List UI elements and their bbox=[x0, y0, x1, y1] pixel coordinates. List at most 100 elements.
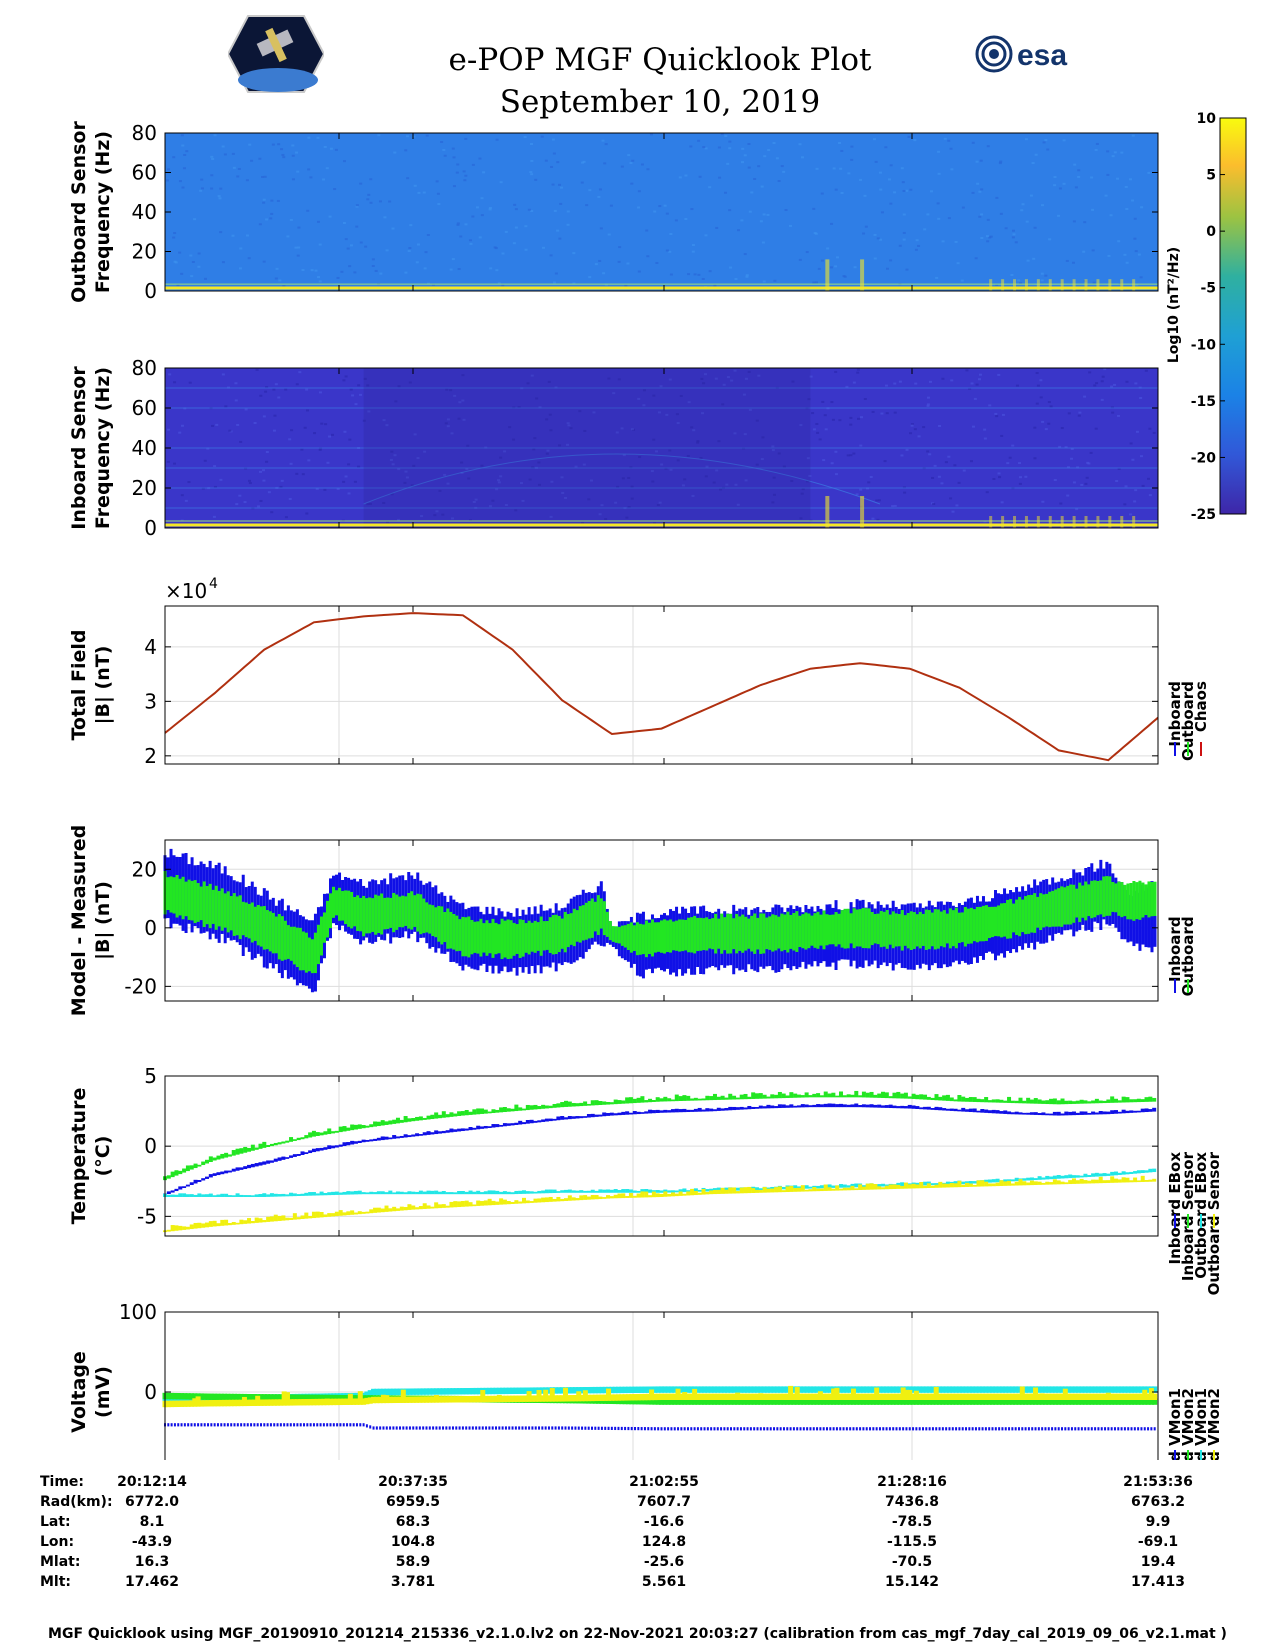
spectrogram-pixel bbox=[566, 223, 570, 226]
spectrogram-pixel bbox=[397, 468, 401, 471]
spectrogram-pixel bbox=[1131, 199, 1135, 202]
spectrogram-pixel bbox=[548, 413, 552, 416]
spectrogram-pixel bbox=[604, 143, 608, 146]
spectrogram-pixel bbox=[556, 161, 560, 164]
spectrogram-pixel bbox=[471, 215, 475, 218]
spectrogram-pixel bbox=[614, 501, 618, 504]
spectrogram-pixel bbox=[1032, 257, 1036, 260]
legend-entry-5: Inboard VMon1 bbox=[1166, 1388, 1184, 1460]
spectrogram-pixel bbox=[461, 399, 465, 402]
y-tick-label-2: 2 bbox=[144, 744, 157, 768]
spectrogram-pixel bbox=[1091, 208, 1095, 211]
spectrogram-pixel bbox=[385, 249, 389, 252]
spectrogram-pixel bbox=[826, 247, 830, 250]
spectrogram-pixel bbox=[978, 190, 982, 193]
y-tick-label-1: 0 bbox=[144, 516, 157, 540]
spectrogram-pixel bbox=[566, 443, 570, 446]
spectrogram-pixel bbox=[435, 180, 439, 183]
spectrogram-pixel bbox=[199, 189, 203, 192]
spectrogram-pixel bbox=[488, 505, 492, 508]
spectrogram-pixel bbox=[1040, 279, 1044, 282]
spectrogram-pixel bbox=[284, 388, 288, 391]
spectrogram-pixel bbox=[406, 177, 410, 180]
spectrogram-pixel bbox=[1040, 272, 1044, 275]
spectrogram-pixel bbox=[761, 241, 765, 244]
spectrogram-pixel bbox=[692, 429, 696, 432]
spectrogram-pixel bbox=[846, 454, 850, 457]
spectrogram-pixel bbox=[369, 201, 373, 204]
spectrogram-pixel bbox=[829, 266, 833, 269]
spectrogram-pixel bbox=[549, 429, 553, 432]
spectrogram-pixel bbox=[863, 398, 867, 401]
spectrogram-pixel bbox=[834, 188, 838, 191]
spectrogram-pixel bbox=[537, 461, 541, 464]
spectrogram-pixel bbox=[374, 269, 378, 272]
spectrogram-pixel bbox=[914, 382, 918, 385]
spectrogram-pixel bbox=[936, 202, 940, 205]
spectrogram-pixel bbox=[323, 145, 327, 148]
legend-entry-4: Inboard EBox bbox=[1166, 1152, 1184, 1265]
spectrogram-pixel bbox=[178, 251, 182, 254]
spectrogram-pixel bbox=[262, 479, 266, 482]
spectrogram-pixel bbox=[1039, 379, 1043, 382]
spectrogram-pixel bbox=[800, 492, 804, 495]
spectrogram-pixel bbox=[668, 378, 672, 381]
spectrogram-pixel bbox=[665, 212, 669, 215]
spectrogram-pixel bbox=[550, 165, 554, 168]
y-tick-label-4: 0 bbox=[144, 1134, 157, 1158]
spectrogram-pixel bbox=[957, 481, 961, 484]
spectrogram-pixel bbox=[277, 143, 281, 146]
spectrogram-pixel bbox=[887, 178, 891, 181]
spectrogram-pixel bbox=[346, 247, 350, 250]
spectrogram-pixel bbox=[937, 217, 941, 220]
spectrogram-pixel bbox=[1100, 398, 1104, 401]
spectrogram-pixel bbox=[410, 484, 414, 487]
spectrogram-pixel bbox=[1080, 483, 1084, 486]
spectrogram-pixel bbox=[905, 189, 909, 192]
spectrogram-pixel bbox=[530, 210, 534, 213]
spectrogram-pixel bbox=[800, 156, 804, 159]
spectral-burst-small bbox=[1072, 516, 1076, 528]
spectrogram-pixel bbox=[1084, 482, 1088, 485]
spectrogram-pixel bbox=[980, 237, 984, 240]
cassiope-logo bbox=[226, 14, 326, 94]
spectrogram-pixel bbox=[1018, 462, 1022, 465]
spectrogram-pixel bbox=[247, 257, 251, 260]
spectrogram-pixel bbox=[331, 433, 335, 436]
spectrogram-pixel bbox=[391, 463, 395, 466]
y-axis-label-line2: (°C) bbox=[92, 1136, 114, 1177]
spectrogram-pixel bbox=[799, 517, 803, 520]
colorbar-tick-label: 5 bbox=[1206, 168, 1216, 184]
spectrogram-pixel bbox=[458, 401, 462, 404]
spectrogram-pixel bbox=[736, 503, 740, 506]
spectrogram-pixel bbox=[839, 167, 843, 170]
spectrogram-pixel bbox=[750, 191, 754, 194]
spectrogram-pixel bbox=[997, 472, 1001, 475]
spectrogram-pixel bbox=[297, 246, 301, 249]
spectrogram-pixel bbox=[173, 232, 177, 235]
spectrogram-pixel bbox=[231, 152, 235, 155]
spectrogram-pixel bbox=[265, 386, 269, 389]
spectrogram-pixel bbox=[678, 176, 682, 179]
spectrogram-pixel bbox=[306, 209, 310, 212]
spectrogram-pixel bbox=[789, 224, 793, 227]
spectrogram-pixel bbox=[824, 428, 828, 431]
spectrogram-pixel bbox=[349, 244, 353, 247]
spectrogram-pixel bbox=[871, 517, 875, 520]
spectrogram-pixel bbox=[397, 385, 401, 388]
spectrogram-pixel bbox=[880, 412, 884, 415]
spectrogram-pixel bbox=[237, 167, 241, 170]
voltage-series-3 bbox=[162, 1385, 1158, 1408]
spectrogram-pixel bbox=[812, 281, 816, 284]
spectrogram-pixel bbox=[951, 510, 955, 513]
spectrogram-pixel bbox=[210, 187, 214, 190]
info-row: Mlat: 16.3 58.9 -25.6 -70.5 19.4 bbox=[0, 1554, 1275, 1574]
spectrogram-pixel bbox=[687, 401, 691, 404]
spectrogram-pixel bbox=[832, 167, 836, 170]
spectrogram-pixel bbox=[1129, 442, 1133, 445]
info-row-value: 6959.5 bbox=[385, 1494, 441, 1510]
spectrogram-pixel bbox=[653, 210, 657, 213]
spectrogram-pixel bbox=[683, 478, 687, 481]
spectrogram-pixel bbox=[499, 181, 503, 184]
spectrogram-pixel bbox=[1019, 476, 1023, 479]
